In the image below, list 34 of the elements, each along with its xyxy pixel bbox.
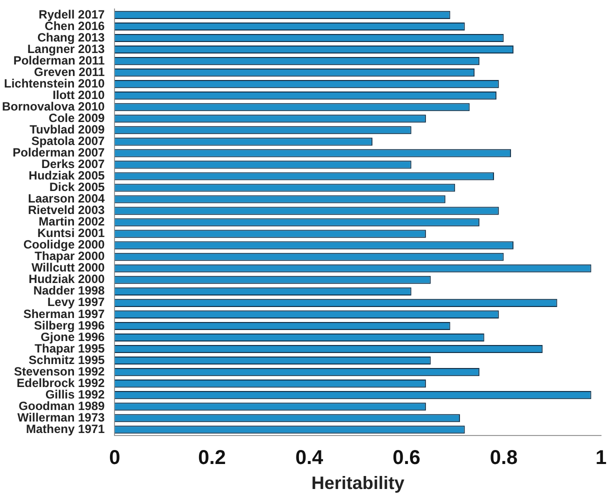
y-tick-label: Gillis 1992 [45,387,106,402]
y-tick-label: Nadder 1998 [33,284,106,298]
y-tick-label: Hudziak 2000 [28,272,106,286]
y-tick-label: Derks 2007 [41,157,106,172]
y-tick-label: Stevenson 1992 [14,364,106,378]
y-tick-label: Cole 2009 [48,110,106,125]
y-tick-label: Matheny 1971 [26,422,106,436]
y-tick-label: Chang 2013 [37,30,106,44]
x-tick-label: 0.8 [490,446,518,469]
y-tick-label: Lichtenstein 2010 [4,76,106,90]
y-tick-label: Kuntsi 2001 [37,226,106,240]
y-tick-label: Levy 1997 [47,295,106,310]
y-tick-label: Rydell 2017 [38,7,106,22]
y-tick-label: Martin 2002 [38,214,106,229]
x-tick-label: 0.6 [392,446,420,469]
y-tick-label: Willerman 1973 [17,410,106,424]
x-tick-label: 0.4 [295,446,324,469]
y-tick-label: Edelbrock 1992 [16,376,106,390]
y-tick-label: Ilott 2010 [52,88,106,102]
y-tick-label: Hudziak 2005 [28,168,106,183]
x-tick-label: 0.2 [198,446,226,469]
y-tick-label: Dick 2005 [49,180,106,194]
y-tick-label: Silberg 1996 [34,318,106,332]
x-tick-label: 0 [109,446,120,469]
y-tick-label: Tuvblad 2009 [30,122,106,136]
y-tick-label: Goodman 1989 [18,398,106,413]
y-tick-label: Laarson 2004 [28,192,106,206]
x-axis-title: Heritability [311,473,404,494]
y-tick-label: Rietveld 2003 [28,203,106,218]
y-tick-label: Bornovalova 2010 [2,99,106,114]
x-tick-label: 1 [595,446,607,469]
y-tick-label: Coolidge 2000 [23,238,106,252]
y-tick-label: Spatola 2007 [31,134,106,148]
y-tick-label: Greven 2011 [34,64,106,79]
